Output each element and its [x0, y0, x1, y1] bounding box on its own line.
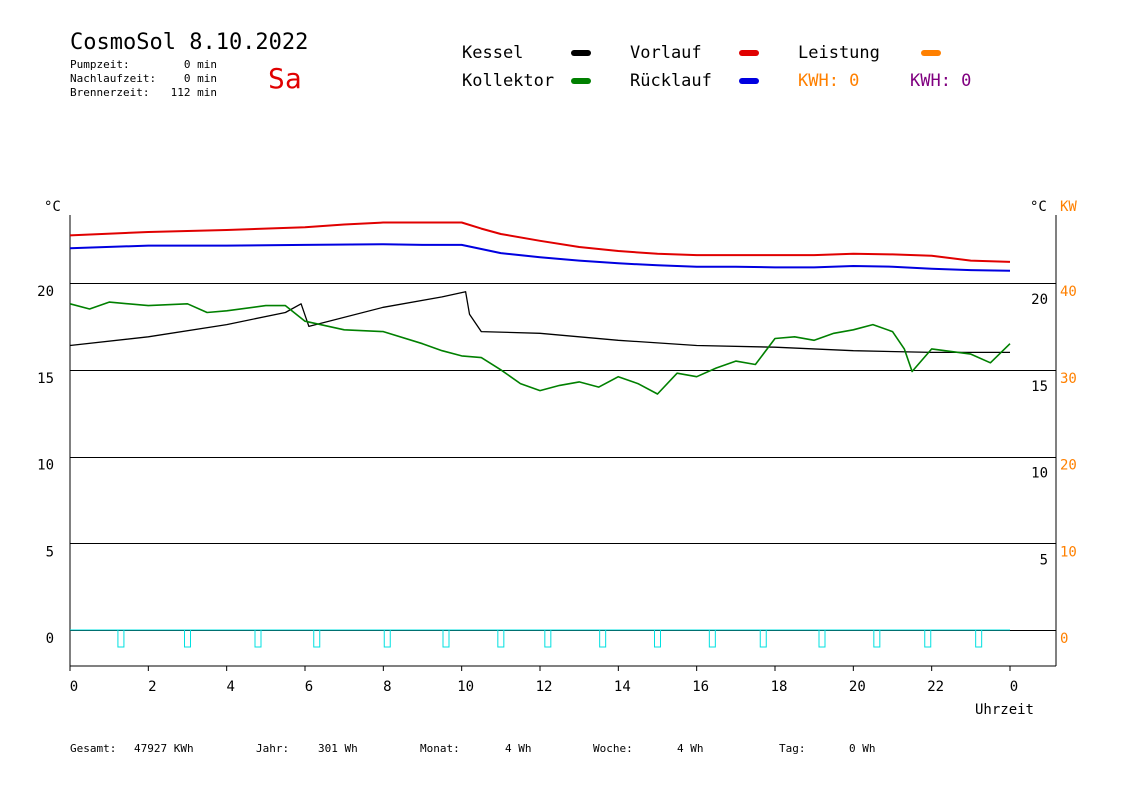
footer-monat-label: Monat: [420, 742, 460, 755]
y-axis-label-kw: KW [1060, 199, 1077, 215]
series-line-r-cklauf [69, 243, 1011, 272]
y-tick-label-left: 20 [37, 284, 54, 300]
stat-brennerzeit-label: Brennerzeit: [70, 86, 150, 99]
stat-nachlaufzeit-value: 0 min [183, 72, 217, 85]
footer-woche-label: Woche: [593, 742, 633, 755]
y-tick-label-kw: 30 [1060, 371, 1077, 387]
legend-ruecklauf-label: Rücklauf [630, 71, 712, 91]
y-tick-label-left: 10 [37, 458, 54, 474]
footer-jahr-label: Jahr: [256, 742, 290, 755]
y-tick-label-left: 0 [46, 631, 54, 647]
chart-title: CosmoSol 8.10.2022 [70, 30, 309, 55]
pump-pulse [759, 629, 767, 648]
y-axis-label-left: °C [44, 199, 61, 215]
stat-brennerzeit-value: 112 min [170, 86, 217, 99]
pump-pulse [544, 629, 552, 648]
y-tick-label-right: 10 [1031, 466, 1048, 482]
pump-pulse [818, 629, 826, 648]
x-tick-label: 8 [383, 679, 391, 695]
x-tick-label: 6 [305, 679, 313, 695]
legend-leistung-swatch [921, 50, 941, 56]
legend-kollektor-label: Kollektor [462, 71, 555, 91]
footer-tag-label: Tag: [779, 742, 806, 755]
pump-pulse [599, 629, 607, 648]
pump-pulse [184, 629, 191, 648]
y-tick-label-kw: 0 [1060, 631, 1068, 647]
legend-kessel-swatch [571, 50, 591, 56]
x-tick-label: 20 [849, 679, 866, 695]
x-tick-label: 16 [692, 679, 709, 695]
y-axis-label-right: °C [1030, 199, 1047, 215]
pump-pulse [313, 629, 321, 648]
x-tick-label: 4 [226, 679, 234, 695]
y-tick-label-left: 15 [37, 371, 54, 387]
pump-pulse [924, 629, 932, 648]
y-tick-label-right: 5 [1040, 552, 1048, 568]
x-tick-label: 10 [457, 679, 474, 695]
series-line-kollektor [69, 301, 1011, 395]
footer-gesamt-value: 47927 KWh [134, 742, 194, 755]
x-axis-label: Uhrzeit [975, 702, 1034, 718]
series-line-kessel [69, 291, 1010, 354]
pump-pulse [254, 629, 262, 648]
pump-pulse [442, 629, 450, 648]
footer-gesamt-label: Gesamt: [70, 742, 117, 755]
y-tick-label-left: 5 [46, 544, 54, 560]
pump-pulse [654, 629, 661, 648]
pump-pulse [497, 629, 505, 648]
legend-ruecklauf-swatch [739, 78, 759, 84]
x-tick-label: 0 [1010, 679, 1018, 695]
legend-kwh-leistung: KWH: 0 [798, 71, 860, 91]
weekday-label: Sa [268, 62, 302, 95]
legend-leistung-label: Leistung [798, 43, 880, 63]
x-tick-label: 2 [148, 679, 156, 695]
pump-pulse [873, 629, 881, 648]
stat-pumpzeit-label: Pumpzeit: [70, 58, 130, 71]
legend-kollektor-swatch [571, 78, 591, 84]
x-tick-label: 14 [614, 679, 631, 695]
legend-kwh-total: KWH: 0 [910, 71, 972, 91]
x-tick-label: 18 [771, 679, 788, 695]
x-tick-label: 22 [927, 679, 944, 695]
pump-pulse [117, 629, 125, 648]
footer-jahr-value: 301 Wh [318, 742, 358, 755]
y-tick-label-kw: 40 [1060, 284, 1077, 300]
footer-tag-value: 0 Wh [849, 742, 876, 755]
x-tick-label: 12 [536, 679, 553, 695]
footer-monat-value: 4 Wh [505, 742, 532, 755]
y-tick-label-kw: 10 [1060, 544, 1077, 560]
y-tick-label-kw: 20 [1060, 458, 1077, 474]
pump-pulse [975, 629, 983, 648]
legend-vorlauf-swatch [739, 50, 759, 56]
legend-vorlauf-label: Vorlauf [630, 43, 702, 63]
x-tick-label: 0 [70, 679, 78, 695]
pump-pulse [708, 629, 716, 648]
pump-pulse [383, 629, 391, 648]
y-tick-label-right: 20 [1031, 292, 1048, 308]
y-tick-label-right: 15 [1031, 379, 1048, 395]
series-line-vorlauf [69, 221, 1011, 263]
stat-nachlaufzeit-label: Nachlaufzeit: [70, 72, 157, 85]
legend-kessel-label: Kessel [462, 43, 524, 63]
stat-pumpzeit-value: 0 min [183, 58, 217, 71]
footer-woche-value: 4 Wh [677, 742, 704, 755]
